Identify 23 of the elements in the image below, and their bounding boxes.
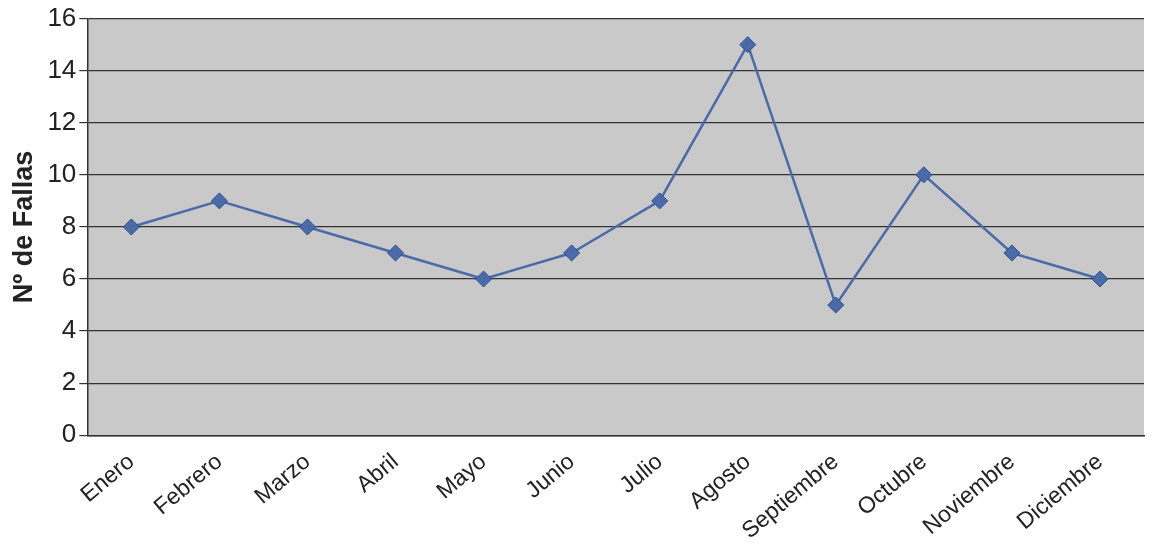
point xyxy=(387,244,405,262)
y-tick-label: 16 xyxy=(47,1,77,32)
point xyxy=(122,218,140,236)
y-tick-label: 10 xyxy=(47,158,77,189)
y-tick-label: 8 xyxy=(61,210,77,241)
y-tick-label: 6 xyxy=(61,262,77,293)
point xyxy=(827,296,845,314)
y-tick-label: 0 xyxy=(61,418,77,449)
point xyxy=(1003,244,1021,262)
point xyxy=(739,36,757,54)
point xyxy=(1091,270,1109,288)
x-tick-label: Julio xyxy=(614,447,667,498)
point xyxy=(210,192,228,210)
point xyxy=(915,166,933,184)
y-tick-label: 14 xyxy=(47,53,77,84)
y-tick-label: 12 xyxy=(47,105,77,136)
y-tick-label: 2 xyxy=(61,366,77,397)
y-tick-label: 4 xyxy=(61,314,77,345)
y-axis-title: Nº de Fallas xyxy=(7,150,38,304)
point xyxy=(298,218,316,236)
point xyxy=(651,192,669,210)
point xyxy=(563,244,581,262)
point xyxy=(475,270,493,288)
